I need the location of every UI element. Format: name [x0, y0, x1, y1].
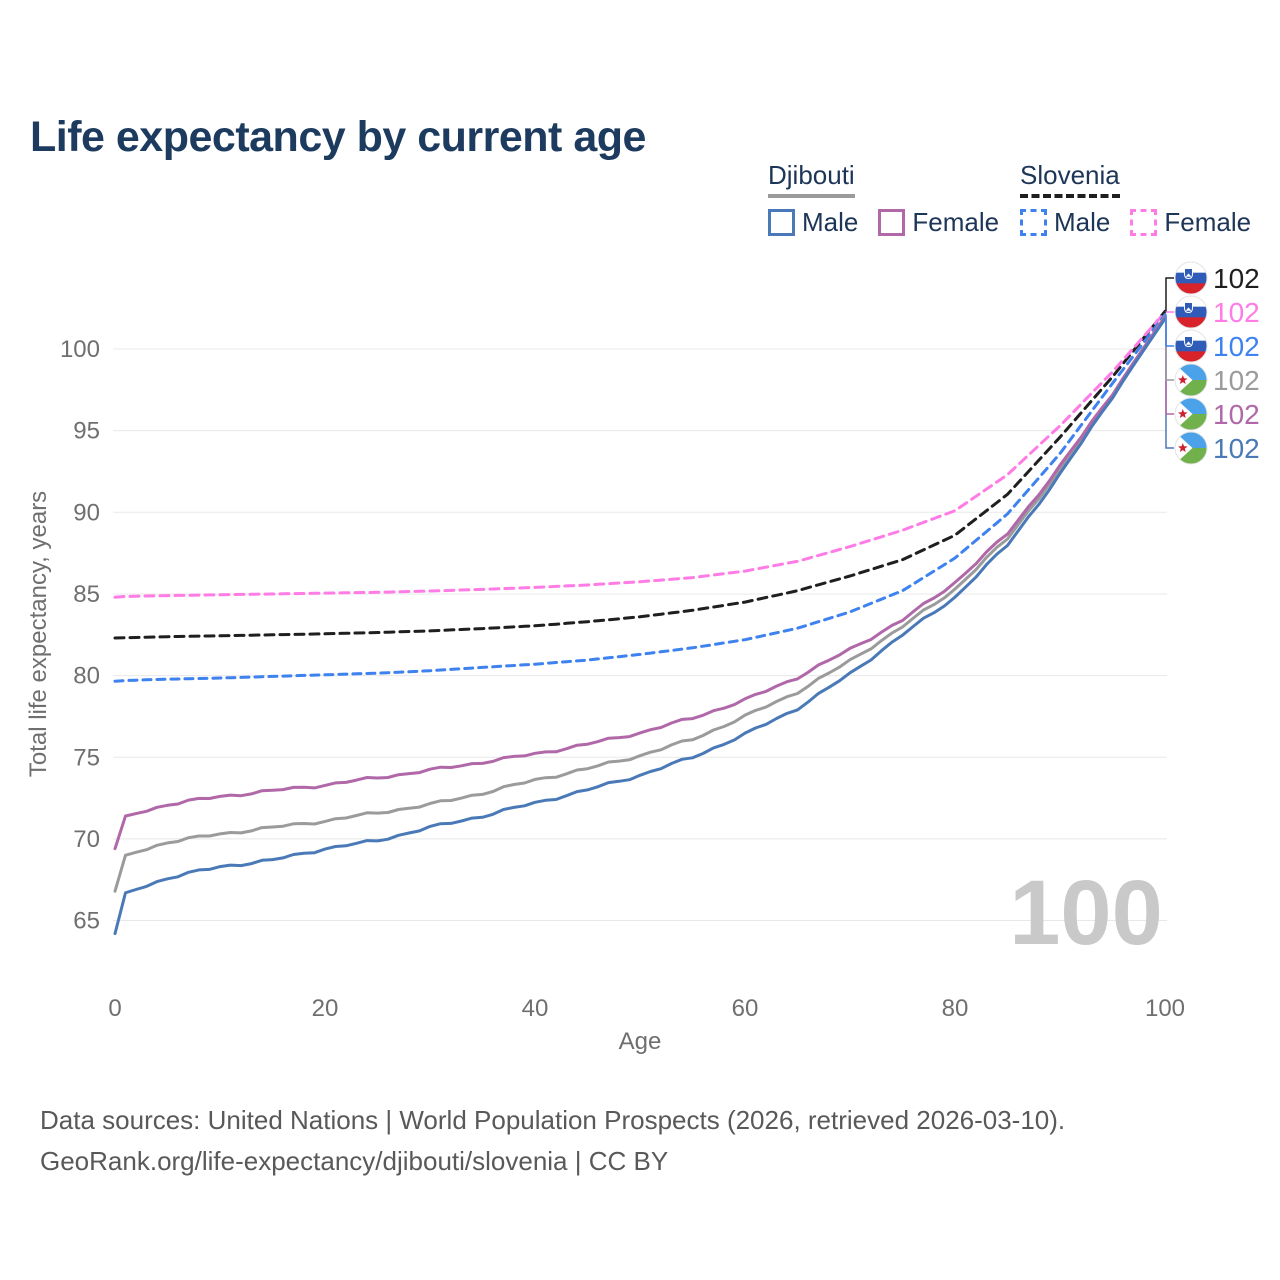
djibouti-flag-icon: [1175, 364, 1207, 396]
end-value-label-djibouti-male: 102: [1213, 433, 1260, 464]
legend-group-djibouti: Djibouti Male Female: [768, 160, 1019, 238]
djibouti-flag-icon: [1175, 398, 1207, 430]
footer-line-2: GeoRank.org/life-expectancy/djibouti/slo…: [40, 1146, 669, 1176]
end-value-label-slovenia-male: 102: [1213, 331, 1260, 362]
djibouti-male-line-swatch-icon: [768, 209, 795, 236]
x-tick-label: 100: [1145, 995, 1185, 1022]
x-tick-label: 0: [108, 995, 121, 1022]
legend-group-slovenia: Slovenia Male Female: [1020, 160, 1271, 238]
end-value-label-djibouti-total: 102: [1213, 365, 1260, 396]
slovenia-female-line-swatch-icon: [1130, 209, 1158, 236]
y-axis-title: Total life expectancy, years: [25, 491, 52, 777]
end-label-leader-line: [1165, 314, 1174, 347]
slovenia-male-line-swatch-icon: [1020, 209, 1047, 236]
legend-group-title-slovenia: Slovenia: [1020, 160, 1120, 198]
end-label-leader-line: [1165, 316, 1174, 381]
x-tick-label: 60: [732, 995, 759, 1022]
data-source-note: Data sources: United Nations | World Pop…: [40, 1100, 1065, 1182]
legend-item-label: Female: [912, 207, 1000, 237]
end-label-leader-line: [1165, 317, 1174, 415]
legend-item-slovenia-female[interactable]: Female: [1130, 207, 1251, 238]
end-value-label-slovenia-total: 102: [1213, 263, 1260, 294]
y-tick-label: 65: [73, 908, 100, 935]
series-line-djibouti-male[interactable]: [113, 317, 1167, 936]
series-line-djibouti-total[interactable]: [113, 314, 1167, 893]
y-tick-label: 85: [73, 581, 100, 608]
slovenia-flag-icon: [1175, 296, 1207, 328]
end-value-label-djibouti-female: 102: [1213, 399, 1260, 430]
slovenia-flag-icon: [1175, 262, 1207, 294]
page-title: Life expectancy by current age: [30, 112, 646, 161]
y-tick-label: 100: [60, 336, 100, 363]
series-line-slovenia-male[interactable]: [113, 313, 1167, 683]
x-tick-label: 20: [312, 995, 339, 1022]
x-tick-label: 40: [522, 995, 549, 1022]
djibouti-female-line-swatch-icon: [878, 209, 906, 236]
series-line-slovenia-female[interactable]: [113, 310, 1167, 599]
x-tick-label: 80: [942, 995, 969, 1022]
end-value-label-slovenia-female: 102: [1213, 297, 1260, 328]
footer-line-1: Data sources: United Nations | World Pop…: [40, 1105, 1066, 1135]
y-tick-label: 95: [73, 418, 100, 445]
djibouti-flag-icon: [1175, 432, 1207, 464]
legend-group-title-djibouti: Djibouti: [768, 160, 855, 198]
end-label-leader-line: [1165, 277, 1174, 312]
series-line-slovenia-total[interactable]: [113, 309, 1167, 640]
y-tick-label: 70: [73, 826, 100, 853]
legend-item-djibouti-male[interactable]: Male: [768, 207, 858, 238]
legend-item-slovenia-male[interactable]: Male: [1020, 207, 1110, 238]
series-line-djibouti-female[interactable]: [113, 315, 1167, 851]
y-tick-label: 90: [73, 499, 100, 526]
end-label-leader-line: [1165, 318, 1174, 449]
y-tick-label: 80: [73, 663, 100, 690]
legend-item-djibouti-female[interactable]: Female: [878, 207, 999, 238]
x-axis-title: Age: [619, 1028, 662, 1055]
slovenia-flag-icon: [1175, 330, 1207, 362]
legend-item-label: Female: [1164, 207, 1252, 237]
legend-item-label: Male: [802, 207, 859, 237]
legend-item-label: Male: [1054, 207, 1111, 237]
y-tick-label: 75: [73, 744, 100, 771]
watermark-age-counter: 100: [1009, 862, 1163, 964]
